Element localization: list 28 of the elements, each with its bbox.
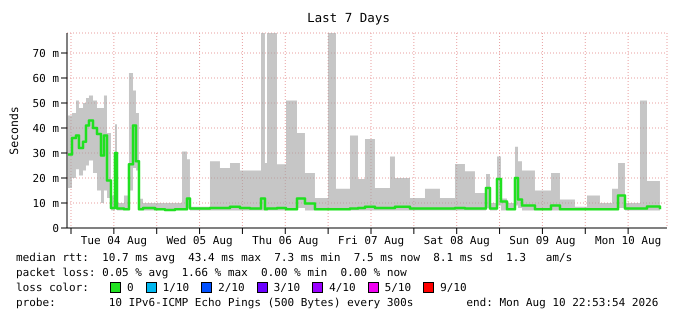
y-tick-label: 60 m	[32, 72, 60, 85]
x-tick-label: Tue 04 Aug	[80, 234, 147, 247]
text: 5/10	[384, 280, 412, 295]
y-tick-label: 0	[52, 222, 59, 235]
x-tick-label: Sat 08 Aug	[424, 234, 490, 247]
text: 1/10	[162, 280, 190, 295]
y-tick-label: 70 m	[32, 46, 60, 60]
y-tick-label: 50 m	[32, 96, 60, 110]
x-tick-label: Fri 07 Aug	[338, 234, 404, 247]
x-tick-label: Wed 05 Aug	[166, 234, 233, 247]
text: 0	[126, 280, 134, 295]
x-tick-label: Thu 06 Aug	[252, 234, 318, 247]
text: 2/10	[217, 280, 245, 295]
text: packet loss: 0.05 % avg 1.66 % max 0.00 % min 0.00 % now	[16, 265, 408, 280]
y-tick-label: 40 m	[32, 122, 60, 135]
text: probe: 10 IPv6-ICMP Echo Pings (500 Bytes) every 300s end: Mon Aug 10 22:53:54 2026	[16, 295, 660, 310]
text: median rtt: 10.7 ms avg 43.4 ms max 7.3 ms min 7.5 ms now 8.1 ms sd 1.3 am/s	[16, 250, 574, 265]
y-tick-label: 30 m	[32, 146, 60, 160]
chart-title: Last 7 Days	[306, 9, 391, 27]
y-tick-label: 10 m	[32, 196, 60, 210]
text: 9/10	[439, 280, 467, 295]
x-tick-label: Mon 10 Aug	[595, 234, 662, 247]
x-tick-label: Sun 09 Aug	[509, 234, 576, 247]
text: 3/10	[272, 280, 300, 295]
y-tick-label: 20 m	[32, 172, 60, 185]
y-axis-title: Seconds	[7, 106, 22, 155]
text: 4/10	[328, 280, 356, 295]
text: loss color:	[16, 280, 90, 295]
